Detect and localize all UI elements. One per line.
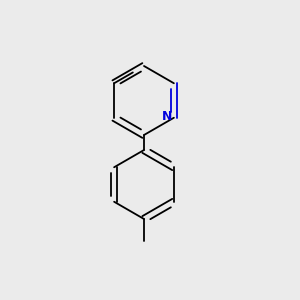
Text: N: N: [161, 110, 172, 123]
